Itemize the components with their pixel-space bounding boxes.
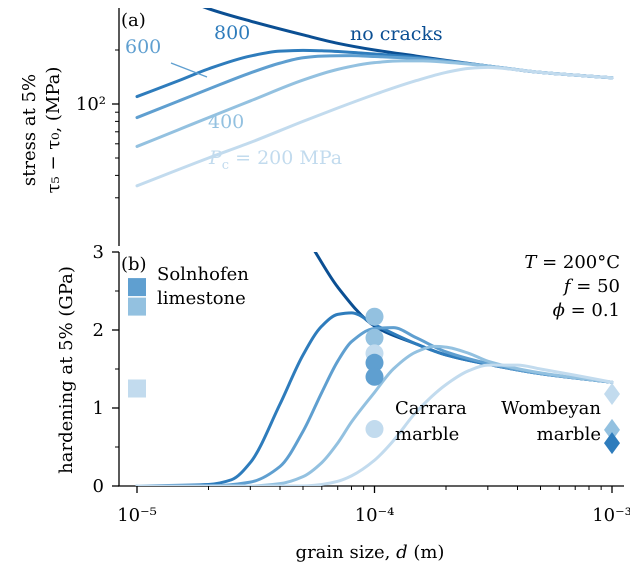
marker-solnhofen-square — [128, 379, 146, 398]
label-wombeyan-2: marble — [537, 424, 601, 445]
param-phi: ϕ = 0.1 — [553, 300, 620, 321]
label-pc: Pc = 200 MPa — [208, 147, 342, 173]
panel-b-y-tick-label: 3 — [93, 242, 104, 263]
panel-b-x-tick-label: 10⁻³ — [592, 505, 630, 526]
marker-carrara-circle — [365, 307, 384, 326]
panel-a-y-minor-ticks — [115, 49, 119, 199]
label-solnhofen-2: limestone — [157, 288, 246, 309]
label-no-cracks: no cracks — [350, 23, 443, 45]
panel-b-x-ticks: 10⁻⁵ 10⁻⁴ 10⁻³ — [117, 486, 630, 526]
panel-b-series-line — [135, 363, 614, 486]
panel-a-y-tick-label: 10² — [76, 94, 106, 115]
panel-b-series — [135, 252, 614, 486]
panel-b-x-tick-label: 10⁻⁴ — [355, 505, 395, 526]
panel-a-label: (a) — [121, 10, 146, 31]
panel-b-series-line — [135, 326, 614, 486]
marker-solnhofen-square — [128, 278, 146, 297]
label-wombeyan-1: Wombeyan — [501, 398, 601, 419]
marker-wombeyan-diamond — [604, 418, 620, 441]
label-carrara-2: marble — [395, 424, 459, 445]
panel-a-ylabel: stress at 5% τ₅ − τ₀, (MPa) — [19, 67, 64, 194]
panel-a-ylabel-line1: stress at 5% — [19, 74, 40, 186]
label-solnhofen-1: Solnhofen — [157, 264, 249, 285]
param-temperature: T = 200°C — [524, 252, 620, 273]
marker-carrara-circle — [365, 367, 384, 386]
marker-wombeyan-diamond — [604, 382, 620, 405]
label-800: 800 — [214, 22, 250, 44]
panel-b-y-tick-label: 1 — [93, 398, 104, 419]
panel-b-xlabel: grain size, d (m) — [296, 542, 445, 563]
param-f: f = 50 — [562, 276, 620, 297]
panel-a-series-line — [135, 65, 614, 188]
panel-b-axes: 0 1 2 3 10⁻⁵ 10⁻⁴ 10⁻³ — [93, 242, 630, 526]
panel-a-axes: 10² — [76, 8, 120, 246]
panel-b-y-ticks: 0 1 2 3 — [93, 242, 119, 497]
marker-carrara-circle — [365, 420, 384, 439]
panel-b-y-tick-label: 0 — [93, 476, 104, 497]
label-400: 400 — [208, 111, 244, 133]
marker-solnhofen-square — [128, 297, 146, 316]
panel-b-series-line — [135, 344, 614, 486]
marker-carrara-circle — [365, 353, 384, 372]
panel-a: 10² stress at 5% τ₅ − τ₀, (MPa) (a) no c… — [19, 8, 614, 246]
panel-b-markers — [128, 278, 620, 455]
label-600-leader — [170, 62, 208, 78]
label-carrara-1: Carrara — [395, 398, 467, 419]
marker-carrara-circle — [365, 328, 384, 347]
marker-wombeyan-diamond — [604, 432, 620, 455]
label-600: 600 — [125, 36, 161, 58]
panel-b-label: (b) — [121, 254, 147, 275]
panel-b-x-tick-label: 10⁻⁵ — [117, 505, 157, 526]
panel-a-series-line — [135, 54, 614, 120]
panel-a-series — [135, 8, 614, 188]
panel-b-y-tick-label: 2 — [93, 320, 104, 341]
panel-b-ylabel: hardening at 5% (GPa) — [56, 266, 77, 474]
panel-a-ylabel-line2: τ₅ − τ₀, (MPa) — [43, 67, 64, 194]
